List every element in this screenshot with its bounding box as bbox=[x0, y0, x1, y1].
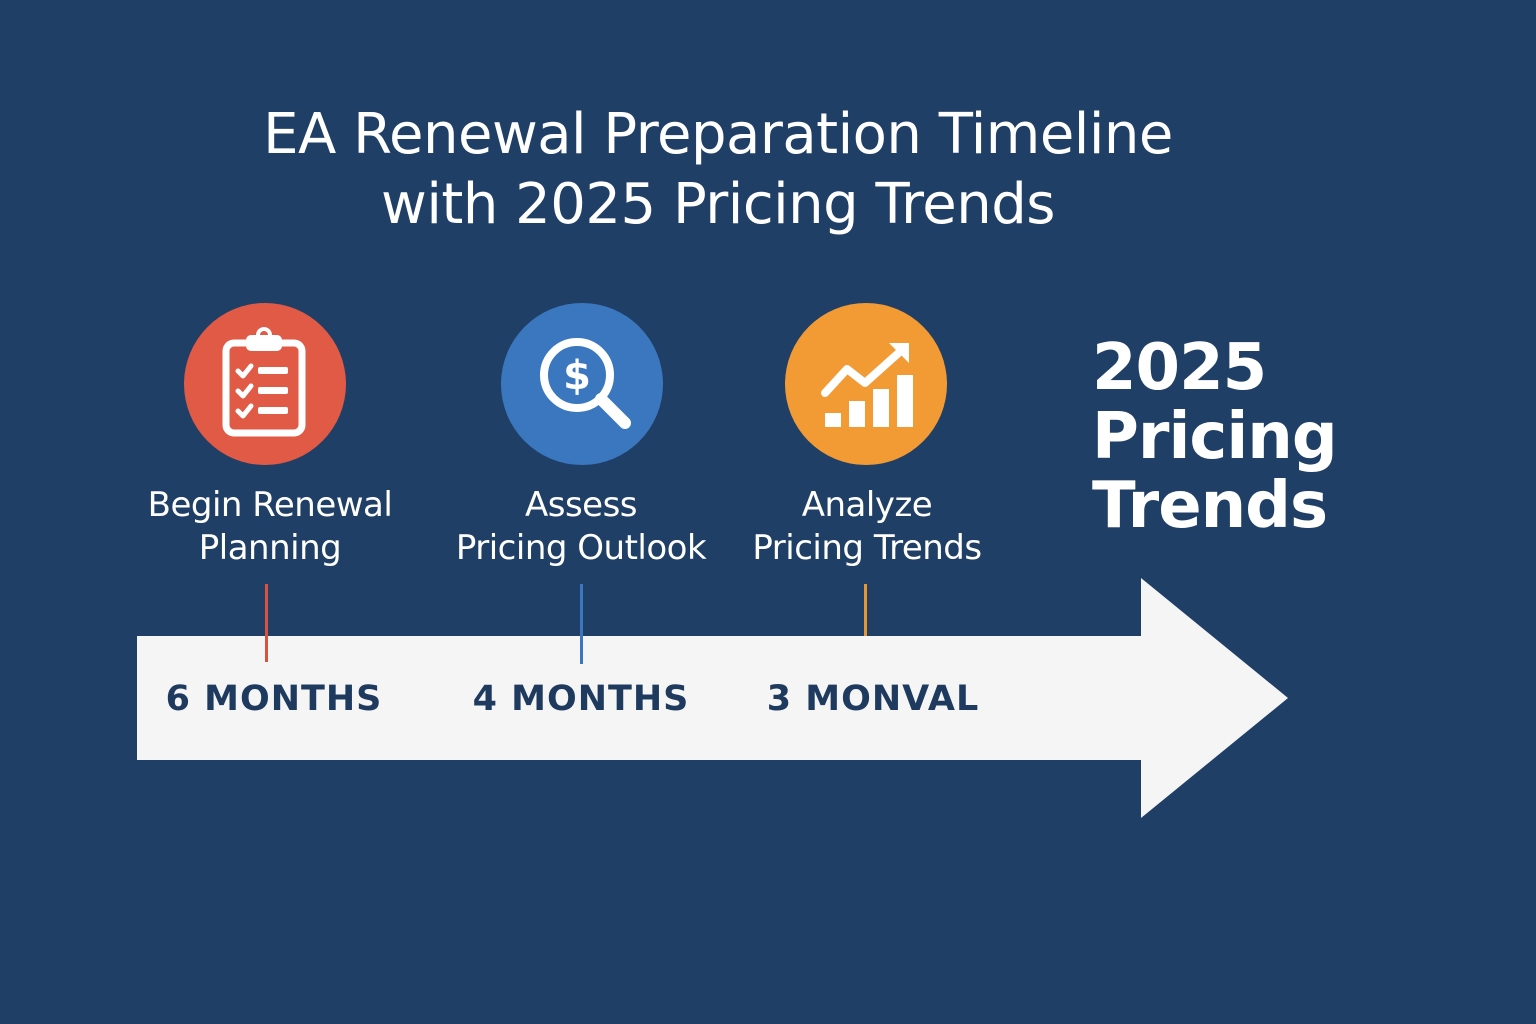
tick-marker-3 bbox=[864, 584, 867, 636]
page-title: EA Renewal Preparation Timeline with 202… bbox=[0, 100, 1436, 240]
milestone-label-3: Analyze Pricing Trends bbox=[717, 484, 1017, 570]
milestone-label-3-line-2: Pricing Trends bbox=[752, 528, 982, 568]
trends-heading: 2025 Pricing Trends bbox=[1092, 334, 1392, 541]
clipboard-checklist-icon bbox=[184, 303, 346, 465]
growth-chart-icon bbox=[785, 303, 947, 465]
milestone-label-2: Assess Pricing Outlook bbox=[431, 484, 731, 570]
time-label-1: 6 MONTHS bbox=[165, 679, 383, 719]
milestone-label-2-line-1: Assess bbox=[524, 485, 638, 525]
time-label-3: 3 MONVAL bbox=[766, 679, 980, 719]
milestone-label-1: Begin Renewal Planning bbox=[120, 484, 420, 570]
title-line-2: with 2025 Pricing Trends bbox=[381, 172, 1055, 237]
svg-text:$: $ bbox=[563, 353, 591, 399]
trends-heading-line-2: Pricing bbox=[1092, 400, 1338, 474]
tick-marker-1 bbox=[265, 584, 268, 662]
milestone-label-1-line-2: Planning bbox=[198, 528, 342, 568]
tick-marker-2 bbox=[580, 584, 583, 664]
title-line-1: EA Renewal Preparation Timeline bbox=[263, 102, 1173, 167]
milestone-label-2-line-2: Pricing Outlook bbox=[455, 528, 707, 568]
dollar-magnifier-icon: $ bbox=[501, 303, 663, 465]
trends-heading-line-3: Trends bbox=[1092, 469, 1328, 543]
milestone-label-1-line-1: Begin Renewal bbox=[147, 485, 393, 525]
time-label-2: 4 MONTHS bbox=[472, 679, 690, 719]
trends-heading-line-1: 2025 bbox=[1092, 331, 1267, 405]
milestone-label-3-line-1: Analyze bbox=[801, 485, 933, 525]
